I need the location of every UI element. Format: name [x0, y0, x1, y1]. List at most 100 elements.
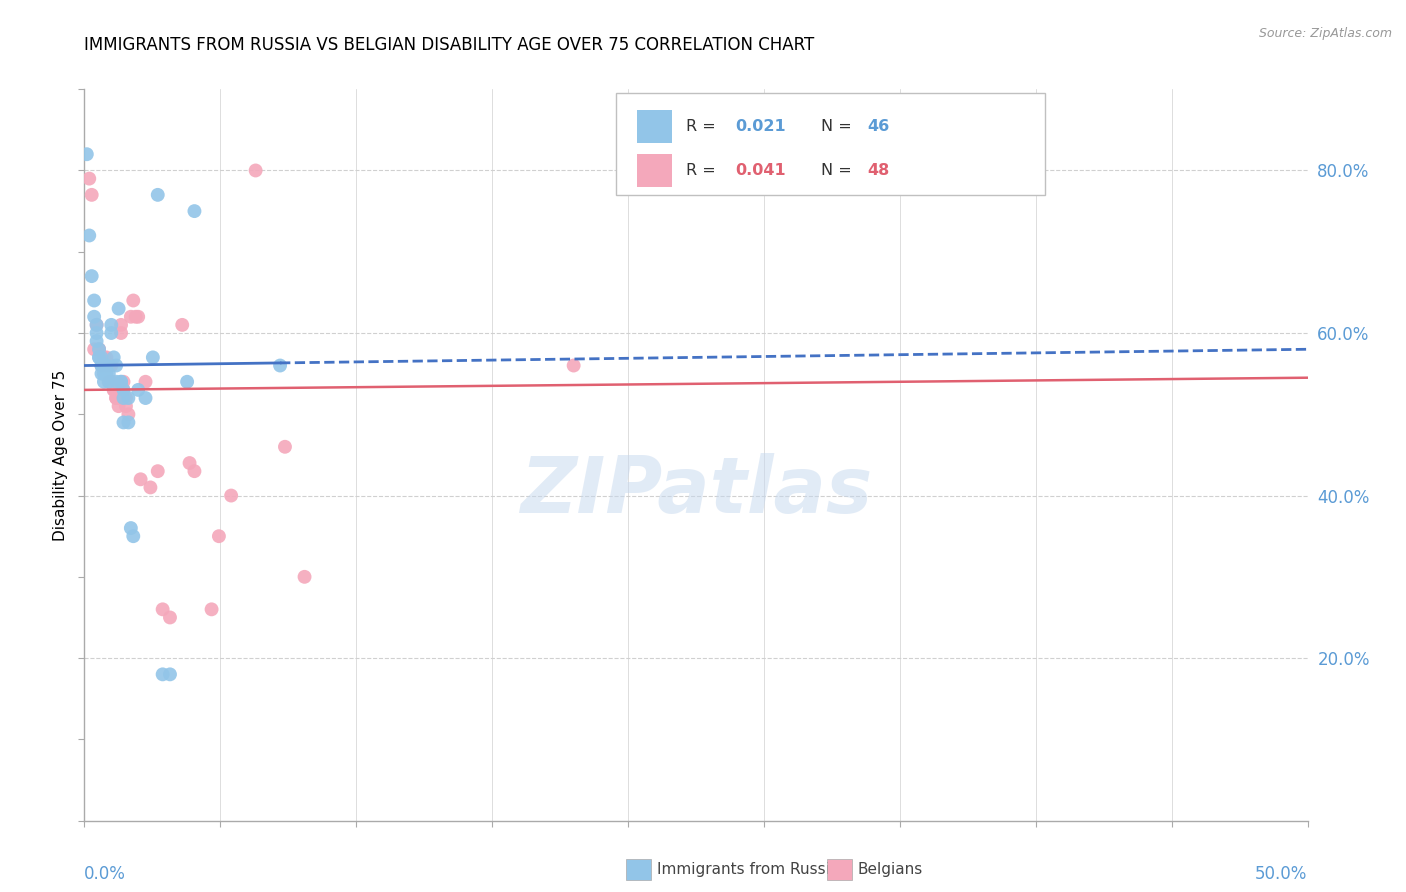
Point [142, 351, 165, 365]
Point [86, 318, 108, 332]
Text: Immigrants from Russia: Immigrants from Russia [657, 863, 839, 877]
Point [117, 391, 139, 405]
Point [93, 359, 115, 373]
Point [97, 359, 120, 373]
Point [112, 391, 135, 405]
Point [110, 375, 132, 389]
Point [176, 375, 198, 389]
Point [200, 602, 222, 616]
Point [100, 318, 122, 332]
Point [90, 367, 112, 381]
Point [129, 472, 152, 486]
Point [103, 351, 125, 365]
Point [110, 318, 132, 332]
Point [96, 359, 118, 373]
Point [294, 570, 316, 584]
Point [117, 416, 139, 430]
Text: Source: ZipAtlas.com: Source: ZipAtlas.com [1258, 27, 1392, 40]
Point [139, 480, 162, 494]
Text: ZIPatlas: ZIPatlas [520, 453, 872, 530]
Point [127, 310, 149, 324]
Point [172, 318, 194, 332]
Point [146, 464, 169, 478]
Point [93, 375, 115, 389]
Point [120, 521, 142, 535]
Point [90, 359, 112, 373]
Point [86, 334, 108, 348]
Text: R =: R = [686, 163, 721, 178]
Text: 50.0%: 50.0% [1256, 865, 1308, 883]
Point [245, 163, 267, 178]
Point [90, 359, 112, 373]
Point [125, 310, 148, 324]
Point [127, 383, 149, 397]
Point [87, 343, 110, 357]
Point [105, 375, 128, 389]
Point [87, 351, 110, 365]
Point [97, 375, 120, 389]
Point [274, 440, 297, 454]
Text: R =: R = [686, 120, 721, 135]
Point [135, 375, 157, 389]
Point [93, 367, 115, 381]
Point [90, 359, 112, 373]
Point [83, 343, 105, 357]
Point [115, 391, 138, 405]
Point [87, 343, 110, 357]
Text: 46: 46 [868, 120, 890, 135]
Point [219, 489, 242, 503]
Point [87, 351, 110, 365]
Text: 0.041: 0.041 [735, 163, 786, 178]
Point [112, 383, 135, 397]
Point [80, 269, 103, 284]
Text: N =: N = [821, 120, 856, 135]
Point [179, 456, 201, 470]
Point [122, 529, 145, 543]
Point [107, 301, 129, 316]
Point [76, 147, 98, 161]
Point [159, 610, 181, 624]
Text: 0.0%: 0.0% [84, 865, 127, 883]
Point [115, 399, 138, 413]
Point [183, 464, 205, 478]
FancyBboxPatch shape [616, 93, 1045, 195]
Text: 48: 48 [868, 163, 890, 178]
Point [112, 375, 135, 389]
Point [112, 383, 135, 397]
Point [159, 667, 181, 681]
Point [93, 351, 115, 365]
Point [107, 399, 129, 413]
Point [100, 375, 122, 389]
Text: IMMIGRANTS FROM RUSSIA VS BELGIAN DISABILITY AGE OVER 75 CORRELATION CHART: IMMIGRANTS FROM RUSSIA VS BELGIAN DISABI… [84, 36, 814, 54]
Point [105, 359, 128, 373]
Point [112, 416, 135, 430]
Text: Belgians: Belgians [858, 863, 922, 877]
Point [83, 293, 105, 308]
Point [90, 351, 112, 365]
Text: 0.021: 0.021 [735, 120, 786, 135]
FancyBboxPatch shape [637, 154, 672, 187]
Point [105, 391, 128, 405]
Point [86, 318, 108, 332]
Point [110, 326, 132, 340]
Point [562, 359, 585, 373]
Point [208, 529, 231, 543]
Point [100, 326, 122, 340]
Point [110, 375, 132, 389]
FancyBboxPatch shape [637, 111, 672, 144]
Point [146, 187, 169, 202]
Point [83, 310, 105, 324]
Point [86, 326, 108, 340]
Point [80, 187, 103, 202]
Point [107, 391, 129, 405]
Point [183, 204, 205, 219]
Point [96, 351, 118, 365]
Point [117, 407, 139, 421]
Point [103, 383, 125, 397]
Point [152, 602, 174, 616]
Point [97, 367, 120, 381]
Point [122, 293, 145, 308]
Point [152, 667, 174, 681]
Point [105, 391, 128, 405]
Point [103, 383, 125, 397]
